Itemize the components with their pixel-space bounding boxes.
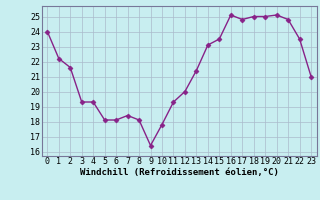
X-axis label: Windchill (Refroidissement éolien,°C): Windchill (Refroidissement éolien,°C)	[80, 168, 279, 177]
